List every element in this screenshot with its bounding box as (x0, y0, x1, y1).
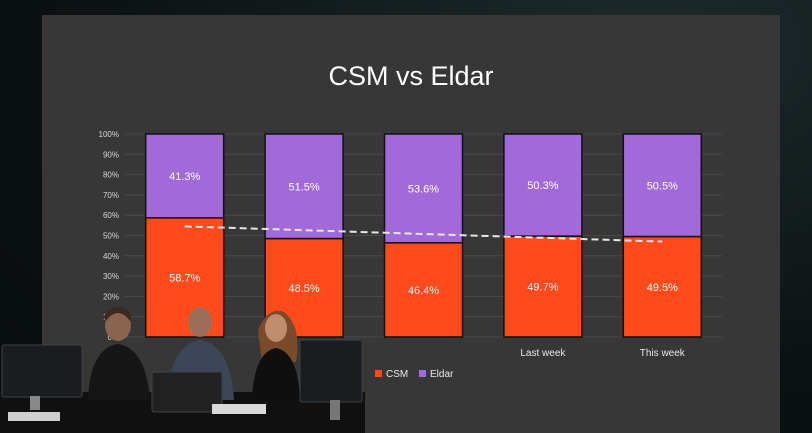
chart: CSM vs Eldar 0%10%20%30%40%50%60%70%80%9… (99, 61, 722, 380)
legend-swatch-csm (375, 370, 382, 377)
presenters-desk-scene (0, 307, 365, 433)
data-label: 58.7% (169, 272, 200, 284)
data-label: 49.5% (647, 282, 678, 294)
bar-csm (622, 235, 703, 338)
laptop (151, 371, 223, 413)
x-tick-label: This week (640, 348, 686, 359)
chart-title: CSM vs Eldar (328, 61, 493, 91)
x-tick-label: Last week (520, 348, 566, 359)
legend: CSM Eldar (375, 369, 454, 380)
y-tick-label: 80% (103, 171, 119, 180)
legend-label: CSM (386, 369, 408, 380)
monitor-left (1, 344, 83, 398)
presenter-1-hair (105, 307, 131, 322)
y-tick-label: 40% (103, 252, 119, 261)
bar-eldar (383, 133, 464, 244)
monitor-stand-right (330, 400, 340, 420)
data-label: 41.3% (169, 171, 200, 183)
monitor-stand-left (30, 396, 40, 410)
y-tick-label: 50% (103, 232, 119, 241)
bar-csm (503, 235, 583, 338)
data-label: 46.4% (408, 285, 439, 297)
data-label: 53.6% (408, 183, 439, 195)
presenter-1-body (88, 344, 150, 400)
presenter-2-head (188, 307, 212, 337)
y-tick-label: 70% (103, 191, 119, 200)
y-tick-label: 60% (103, 211, 119, 220)
data-label: 50.5% (647, 180, 678, 192)
bars (144, 133, 703, 338)
y-tick-label: 20% (103, 292, 119, 301)
legend-swatch-eldar (419, 370, 426, 377)
presenter-3-body (252, 348, 300, 400)
paper-right (212, 404, 266, 414)
bar-eldar (264, 133, 344, 240)
bar-eldar (622, 133, 703, 238)
presenter-3-head (265, 314, 287, 342)
monitor-right (299, 339, 363, 403)
bar-eldar (503, 133, 583, 237)
presentation-screen: CSM vs Eldar 0%10%20%30%40%50%60%70%80%9… (42, 15, 780, 433)
paper-left (8, 412, 60, 421)
data-label: 51.5% (288, 181, 319, 193)
trendline (184, 225, 663, 243)
legend-label: Eldar (430, 369, 454, 380)
y-tick-label: 90% (103, 150, 119, 159)
data-label: 49.7% (527, 282, 558, 294)
trendline-dashed (184, 225, 663, 243)
bar-eldar (144, 133, 225, 219)
presenter-1-head (105, 309, 131, 341)
data-label: 48.5% (288, 283, 319, 295)
x-axis: Last week This week (520, 348, 685, 359)
y-tick-label: 30% (103, 272, 119, 281)
data-labels: 58.7% 41.3% 48.5% 51.5% 46.4% 53.6% 49.7% 50.3%… (169, 171, 678, 297)
data-label: 50.3% (527, 180, 558, 192)
y-tick-label: 100% (99, 130, 119, 139)
